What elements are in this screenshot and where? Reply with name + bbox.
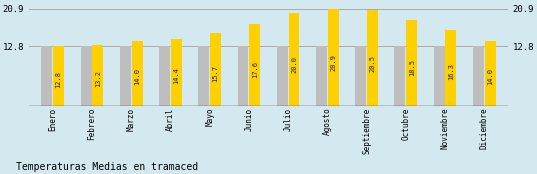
Text: 20.0: 20.0 xyxy=(291,56,297,73)
Text: 14.0: 14.0 xyxy=(487,68,493,85)
Bar xyxy=(249,24,260,106)
Bar xyxy=(485,41,496,106)
Bar xyxy=(171,39,182,106)
Bar xyxy=(473,46,484,106)
Bar xyxy=(406,20,417,106)
Bar xyxy=(395,46,405,106)
Text: 13.2: 13.2 xyxy=(95,70,101,87)
Bar xyxy=(316,46,327,106)
Bar xyxy=(132,41,142,106)
Bar xyxy=(434,46,445,106)
Bar xyxy=(198,46,209,106)
Bar xyxy=(288,13,300,106)
Bar xyxy=(53,46,64,106)
Bar xyxy=(277,46,288,106)
Text: 20.5: 20.5 xyxy=(369,55,375,72)
Bar xyxy=(159,46,170,106)
Bar xyxy=(81,46,91,106)
Text: 17.6: 17.6 xyxy=(252,61,258,78)
Bar xyxy=(367,10,378,106)
Bar xyxy=(446,30,456,106)
Bar xyxy=(328,9,339,106)
Bar xyxy=(120,46,131,106)
Text: 15.7: 15.7 xyxy=(213,65,219,82)
Bar xyxy=(92,45,103,106)
Text: Temperaturas Medias en tramaced: Temperaturas Medias en tramaced xyxy=(16,162,198,172)
Text: 12.8: 12.8 xyxy=(55,71,62,88)
Text: 14.0: 14.0 xyxy=(134,68,140,85)
Bar xyxy=(210,33,221,106)
Bar xyxy=(237,46,249,106)
Text: 18.5: 18.5 xyxy=(409,59,415,76)
Text: 14.4: 14.4 xyxy=(173,68,179,84)
Bar xyxy=(41,46,52,106)
Bar xyxy=(355,46,366,106)
Text: 16.3: 16.3 xyxy=(448,64,454,80)
Text: 20.9: 20.9 xyxy=(330,54,336,71)
